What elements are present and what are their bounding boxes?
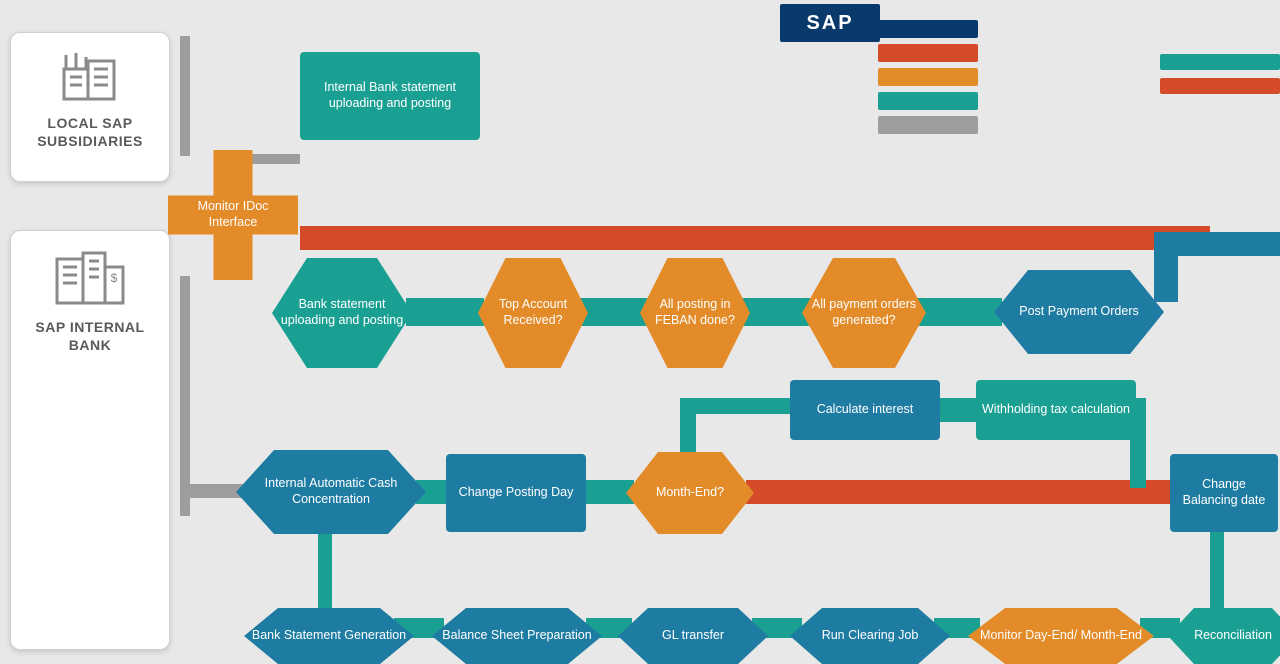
connector <box>934 398 982 422</box>
node-label: Balance Sheet Preparation <box>442 628 591 644</box>
connector <box>1154 232 1280 256</box>
legend-swatch <box>878 92 978 110</box>
node-label: Reconciliation <box>1194 628 1272 644</box>
sap-logo-text: SAP <box>806 12 853 34</box>
node-n13: Change Balancing date <box>1170 454 1278 532</box>
connector <box>680 398 696 456</box>
connector <box>1210 526 1224 612</box>
node-label: Change Posting Day <box>459 485 574 501</box>
node-label: Internal Bank statement uploading and po… <box>306 80 474 111</box>
node-n7: Post Payment Orders <box>994 270 1164 354</box>
node-label: Change Balancing date <box>1176 477 1272 508</box>
lane-internalbank-title: SAP INTERNAL BANK <box>19 319 161 354</box>
node-n9: Change Posting Day <box>446 454 586 532</box>
node-n16: GL transfer <box>618 608 768 664</box>
node-n4: Top Account Received? <box>478 258 588 368</box>
svg-text:$: $ <box>111 271 118 285</box>
node-label: Monitor Day-End/ Month-End <box>980 628 1142 644</box>
legend-swatch <box>878 20 978 38</box>
node-n3: Bank statement uploading and posting <box>272 258 412 368</box>
connector <box>406 298 484 326</box>
node-label: Top Account Received? <box>484 297 582 328</box>
lane-internalbank-card: $ SAP INTERNAL BANK <box>10 230 170 650</box>
node-label: All posting in FEBAN done? <box>646 297 744 328</box>
factory-icon <box>58 51 122 105</box>
node-label: Post Payment Orders <box>1019 304 1139 320</box>
connector <box>916 298 1002 326</box>
node-n5: All posting in FEBAN done? <box>640 258 750 368</box>
node-label: Withholding tax calculation <box>982 402 1130 418</box>
connector <box>580 480 634 504</box>
connector <box>746 480 1176 504</box>
connector <box>680 398 796 414</box>
sap-logo: SAP <box>780 4 880 42</box>
node-label: Monitor IDoc Interface <box>174 199 292 230</box>
node-label: GL transfer <box>662 628 724 644</box>
legend-swatch <box>878 68 978 86</box>
connector <box>318 528 332 612</box>
lane-subsidiaries-card: LOCAL SAP SUBSIDIARIES <box>10 32 170 182</box>
node-n18: Monitor Day-End/ Month-End <box>968 608 1154 664</box>
connector <box>180 276 190 516</box>
node-n10: Month-End? <box>626 452 754 534</box>
legend-swatch-right <box>1160 54 1280 70</box>
node-n8: Internal Automatic Cash Concentration <box>236 450 426 534</box>
node-label: Run Clearing Job <box>822 628 919 644</box>
connector <box>300 226 1210 250</box>
node-n19: Reconciliation <box>1168 608 1280 664</box>
node-n6: All payment orders gen­erated? <box>802 258 926 368</box>
node-n14: Bank Statement Generation <box>244 608 414 664</box>
node-n2: Monitor IDoc Interface <box>168 150 298 280</box>
connector <box>580 298 648 326</box>
node-label: Calculate interest <box>817 402 914 418</box>
connector <box>186 484 244 498</box>
node-label: Month-End? <box>656 485 724 501</box>
node-n12: Withholding tax calculation <box>976 380 1136 440</box>
node-label: Internal Automatic Cash Concentration <box>242 476 420 507</box>
node-label: Bank statement uploading and posting <box>278 297 406 328</box>
legend-swatch <box>878 44 978 62</box>
connector <box>180 36 190 156</box>
node-n15: Balance Sheet Preparation <box>432 608 602 664</box>
node-n17: Run Clearing Job <box>790 608 950 664</box>
node-n1: Internal Bank statement uploading and po… <box>300 52 480 140</box>
legend-swatch-right <box>1160 78 1280 94</box>
legend-swatch <box>878 116 978 134</box>
connector <box>742 298 810 326</box>
bank-buildings-icon: $ <box>53 249 127 309</box>
lane-subsidiaries-title: LOCAL SAP SUBSIDIARIES <box>19 115 161 150</box>
node-n11: Calculate interest <box>790 380 940 440</box>
node-label: All payment orders gen­erated? <box>808 297 920 328</box>
node-label: Bank Statement Generation <box>252 628 406 644</box>
